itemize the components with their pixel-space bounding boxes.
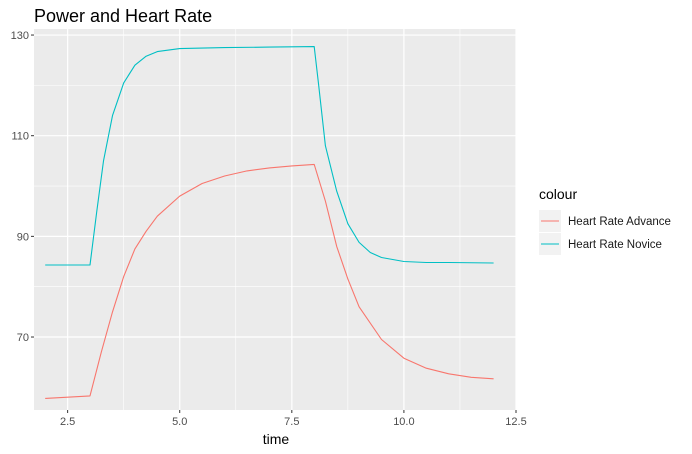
- series-lines: [45, 46, 494, 399]
- plot-panel: [34, 29, 516, 410]
- chart-title: Power and Heart Rate: [34, 6, 212, 26]
- axis-ticks: [31, 34, 517, 413]
- y-tick-labels: 70 90 110 130: [11, 30, 29, 344]
- heart-rate-novice-line: [45, 46, 494, 266]
- heart-rate-advance-line: [45, 163, 494, 399]
- y-tick-label: 70: [17, 332, 29, 344]
- x-tick-label: 7.5: [284, 416, 299, 428]
- y-tick-label: 130: [11, 30, 29, 42]
- minor-gridlines: [34, 29, 516, 410]
- x-axis-title: time: [263, 431, 290, 447]
- x-tick-label: 10.0: [393, 416, 414, 428]
- x-tick-label: 2.5: [60, 416, 75, 428]
- x-tick-label: 12.5: [505, 416, 526, 428]
- major-gridlines: [34, 29, 517, 410]
- legend-label: Heart Rate Advance: [568, 216, 671, 228]
- legend: colour Heart Rate Advance Heart Rate Novi…: [539, 186, 671, 255]
- x-tick-labels: 2.5 5.0 7.5 10.0 12.5: [60, 416, 527, 428]
- x-tick-label: 5.0: [172, 416, 187, 428]
- legend-title: colour: [539, 186, 577, 202]
- y-tick-label: 90: [17, 231, 29, 243]
- legend-label: Heart Rate Novice: [568, 239, 662, 251]
- y-tick-label: 110: [11, 131, 29, 143]
